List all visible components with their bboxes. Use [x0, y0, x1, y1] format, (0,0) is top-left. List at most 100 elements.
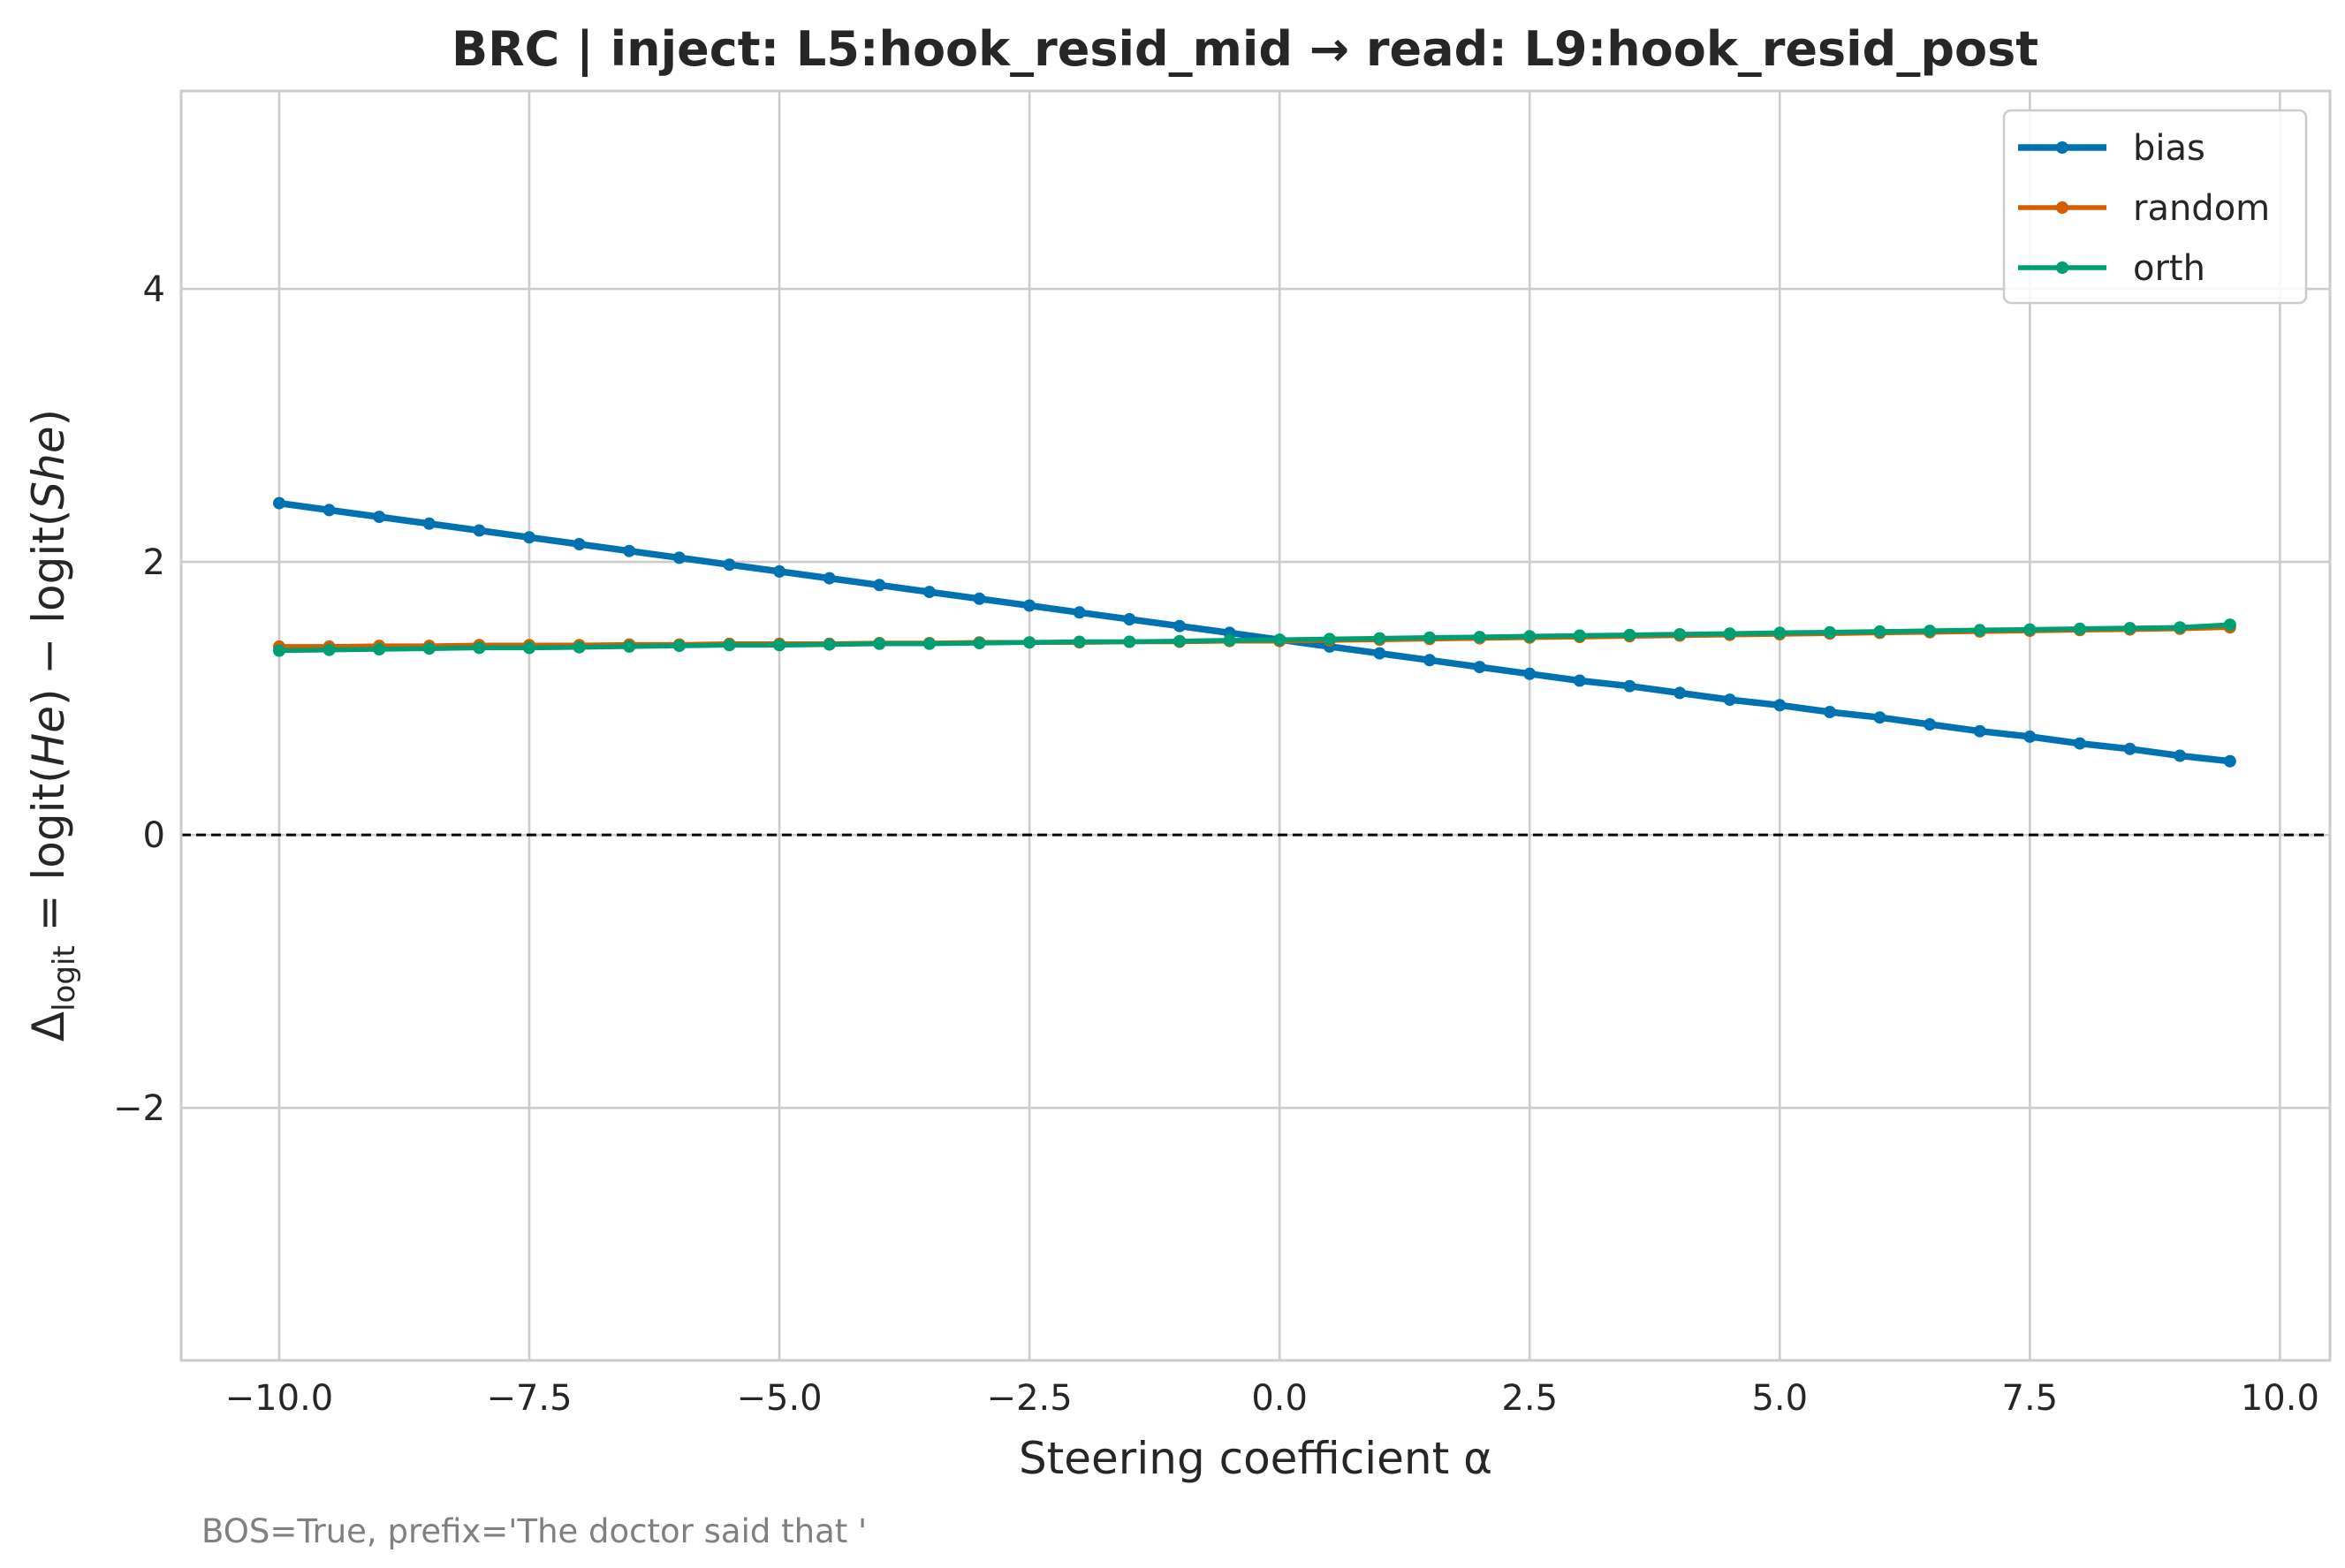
- legend-item-random: random: [2018, 188, 2270, 229]
- data-point-orth: [672, 640, 686, 653]
- x-tick-label: −10.0: [225, 1378, 334, 1419]
- x-tick-label: 0.0: [1251, 1378, 1308, 1419]
- data-point-orth: [1873, 625, 1886, 638]
- data-point-orth: [873, 637, 886, 650]
- data-point-bias: [672, 551, 686, 564]
- data-point-bias: [422, 517, 436, 530]
- data-point-orth: [2023, 623, 2037, 636]
- data-point-bias: [523, 531, 535, 544]
- x-tick-label: 7.5: [2002, 1378, 2059, 1419]
- data-point-bias: [1673, 686, 1687, 700]
- x-axis-label: Steering coefficient α: [1019, 1433, 1492, 1484]
- legend-label: orth: [2133, 248, 2205, 289]
- y-tick-label: 0: [143, 815, 165, 856]
- legend-item-bias: bias: [2018, 128, 2205, 169]
- data-point-bias: [2223, 754, 2236, 768]
- legend-marker: [2056, 141, 2068, 154]
- data-point-orth: [723, 639, 736, 652]
- data-point-bias: [922, 586, 936, 599]
- data-point-orth: [323, 643, 336, 656]
- data-point-bias: [1423, 654, 1436, 667]
- data-point-orth: [1223, 633, 1236, 647]
- data-point-bias: [273, 496, 285, 510]
- legend-label: bias: [2133, 128, 2205, 169]
- data-point-orth: [623, 640, 636, 653]
- data-point-orth: [922, 637, 936, 650]
- y-tick-label: 4: [143, 269, 165, 310]
- legend-marker: [2056, 261, 2068, 274]
- data-point-bias: [1823, 706, 1836, 718]
- series-orth: [273, 618, 2236, 657]
- x-tick-label: −7.5: [486, 1378, 572, 1419]
- x-tick-label: −5.0: [736, 1378, 822, 1419]
- y-tick-labels: −2 0 2 4: [113, 269, 165, 1129]
- data-point-orth: [823, 638, 836, 651]
- data-point-orth: [773, 639, 786, 652]
- data-point-orth: [1423, 631, 1436, 644]
- data-point-bias: [1523, 667, 1537, 680]
- data-point-orth: [1823, 625, 1836, 639]
- data-point-bias: [373, 511, 386, 524]
- data-point-orth: [523, 641, 535, 655]
- data-point-bias: [1973, 724, 1986, 738]
- plot-background: [181, 91, 2330, 1360]
- x-tick-label: 5.0: [1751, 1378, 1808, 1419]
- x-tick-label: 2.5: [1501, 1378, 1558, 1419]
- data-point-orth: [1173, 634, 1186, 648]
- data-point-bias: [823, 572, 836, 585]
- data-point-bias: [1924, 718, 1937, 731]
- data-point-bias: [1473, 661, 1486, 674]
- data-point-orth: [2073, 622, 2086, 635]
- data-point-bias: [2123, 742, 2136, 755]
- series-line-orth: [277, 622, 2233, 654]
- data-point-orth: [573, 640, 586, 654]
- y-axis-label: Δlogit = logit(He) − logit(She): [23, 409, 82, 1042]
- data-point-bias: [1073, 606, 1086, 619]
- data-point-orth: [1273, 633, 1286, 647]
- data-point-bias: [573, 538, 586, 550]
- data-point-bias: [1773, 699, 1787, 712]
- data-point-orth: [1523, 630, 1537, 643]
- data-point-orth: [1924, 625, 1937, 638]
- data-point-orth: [373, 643, 386, 655]
- chart-title: BRC | inject: L5:hook_resid_mid → read: …: [452, 21, 2038, 77]
- data-point-orth: [1723, 627, 1736, 640]
- data-point-bias: [873, 579, 886, 592]
- data-point-orth: [1573, 629, 1586, 642]
- data-point-bias: [1723, 693, 1736, 707]
- y-tick-label: −2: [113, 1088, 165, 1129]
- series-line-bias: [276, 499, 2234, 765]
- data-point-bias: [1873, 711, 1886, 724]
- legend-marker: [2056, 201, 2068, 214]
- data-point-bias: [1623, 679, 1636, 693]
- data-point-orth: [273, 644, 285, 657]
- data-point-orth: [2223, 618, 2236, 632]
- data-point-bias: [773, 564, 786, 578]
- data-point-orth: [473, 641, 486, 655]
- data-point-bias: [2073, 737, 2086, 750]
- data-point-orth: [1323, 633, 1336, 646]
- data-point-orth: [1023, 636, 1036, 649]
- data-point-bias: [723, 558, 736, 572]
- data-point-bias: [473, 524, 486, 537]
- data-point-bias: [1373, 647, 1386, 660]
- x-tick-labels: −10.0 −7.5 −5.0 −2.5 0.0 2.5 5.0 7.5 10.0: [225, 1378, 2319, 1419]
- legend-label: random: [2133, 188, 2270, 229]
- series-layer: [273, 496, 2236, 768]
- data-point-orth: [1973, 624, 1986, 637]
- data-point-orth: [1473, 631, 1486, 644]
- y-tick-label: 2: [143, 542, 165, 583]
- series-bias: [273, 496, 2236, 768]
- data-point-orth: [1673, 628, 1687, 640]
- data-point-bias: [2174, 749, 2187, 762]
- data-point-orth: [2174, 621, 2187, 634]
- x-tick-label: 10.0: [2241, 1378, 2319, 1419]
- data-point-bias: [1573, 674, 1586, 687]
- legend-box: [2002, 109, 2308, 305]
- data-point-bias: [973, 592, 986, 605]
- data-point-bias: [623, 544, 636, 557]
- legend-item-orth: orth: [2018, 248, 2205, 289]
- data-point-bias: [1023, 599, 1036, 612]
- data-point-orth: [1773, 626, 1787, 640]
